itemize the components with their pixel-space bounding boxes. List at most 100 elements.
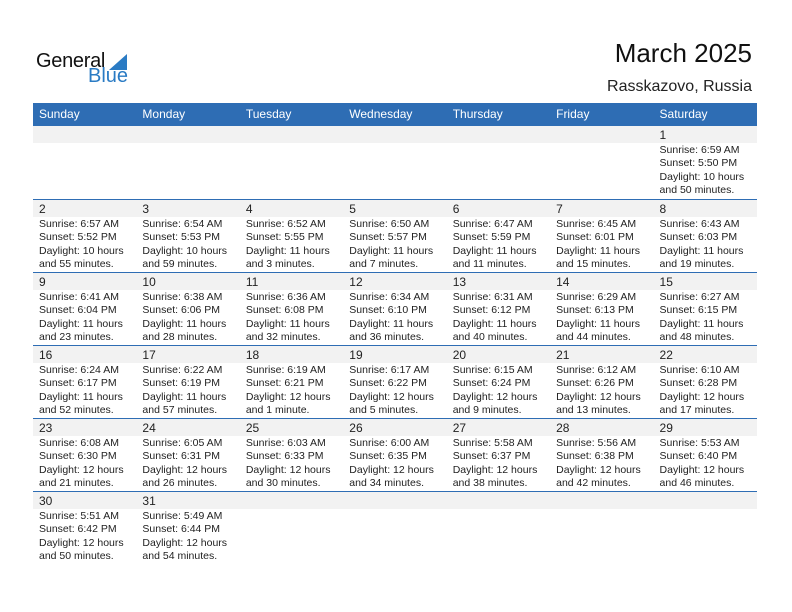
day-cell: 4 Sunrise: 6:52 AM Sunset: 5:55 PM Daylight… [239,200,344,272]
sunrise-time: Sunrise: 6:15 AM [452,364,533,376]
logo-text-blue: Blue [88,65,129,87]
date-strip [239,126,344,143]
sunset-time: Sunset: 6:19 PM [142,377,221,390]
sunrise-time: Sunrise: 6:50 AM [349,218,430,230]
sunset-time: Sunset: 6:10 PM [349,304,427,317]
daylight-minutes: and 17 minutes. [659,404,735,417]
daylight-minutes: and 54 minutes. [142,550,218,563]
daylight-hours: Daylight: 12 hours [556,463,641,476]
sunset-time: Sunset: 6:31 PM [142,450,221,463]
calendar-week: 1 Sunrise: 6:59 AM Sunset: 5:50 PM Daylight… [33,126,757,199]
date-number: 22 [659,348,673,362]
day-info: Sunrise: 6:24 AM Sunset: 6:17 PM Daylight:… [33,363,136,418]
sunset-time: Sunset: 6:24 PM [452,377,531,390]
day-info: Sunrise: 6:59 AM Sunset: 5:50 PM Daylight:… [654,143,757,198]
date-number: 23 [39,421,53,435]
day-cell: 14 Sunrise: 6:29 AM Sunset: 6:13 PM Dayligh… [550,273,654,345]
date-number: 28 [556,421,570,435]
day-info: Sunrise: 5:51 AM Sunset: 6:42 PM Daylight:… [33,509,136,564]
day-cell [239,492,344,564]
sunset-time: Sunset: 5:52 PM [39,231,117,244]
daylight-minutes: and 7 minutes. [349,258,419,271]
daylight-hours: Daylight: 11 hours [659,317,744,330]
day-cell: 27 Sunrise: 5:58 AM Sunset: 6:37 PM Dayligh… [446,419,551,491]
date-strip: 1 [653,126,757,143]
date-strip: 18 [239,346,344,363]
date-strip: 28 [550,419,654,436]
day-cell [136,126,240,199]
sunrise-time: Sunrise: 6:38 AM [142,291,223,303]
daylight-hours: Daylight: 11 hours [245,244,330,257]
daylight-minutes: and 5 minutes. [349,404,419,417]
day-cell [653,492,757,564]
date-number: 7 [556,202,563,216]
day-info: Sunrise: 6:41 AM Sunset: 6:04 PM Daylight:… [33,290,136,345]
weekday-sunday: Sunday [39,107,80,121]
date-strip: 3 [136,200,240,217]
sunrise-time: Sunrise: 6:03 AM [245,437,326,449]
calendar-week: 2 Sunrise: 6:57 AM Sunset: 5:52 PM Daylight… [33,199,757,272]
daylight-minutes: and 57 minutes. [142,404,218,417]
daylight-minutes: and 59 minutes. [142,258,218,271]
date-number: 10 [142,275,156,289]
date-number: 3 [142,202,150,216]
day-cell: 11 Sunrise: 6:36 AM Sunset: 6:08 PM Dayligh… [239,273,344,345]
daylight-hours: Daylight: 12 hours [142,463,228,476]
daylight-minutes: and 34 minutes. [349,477,424,490]
date-number: 31 [142,494,156,508]
date-strip: 19 [343,346,447,363]
date-strip: 20 [446,346,551,363]
daylight-hours: Daylight: 11 hours [452,317,537,330]
day-info: Sunrise: 5:53 AM Sunset: 6:40 PM Daylight:… [654,436,757,491]
daylight-minutes: and 46 minutes. [659,477,735,490]
day-info: Sunrise: 6:29 AM Sunset: 6:13 PM Daylight:… [550,290,653,345]
sunrise-time: Sunrise: 6:31 AM [452,291,533,303]
daylight-minutes: and 30 minutes. [245,477,321,490]
date-strip: 4 [239,200,344,217]
day-info: Sunrise: 6:17 AM Sunset: 6:22 PM Daylight:… [343,363,446,418]
day-info: Sunrise: 6:00 AM Sunset: 6:35 PM Daylight:… [343,436,446,491]
day-cell: 31 Sunrise: 5:49 AM Sunset: 6:44 PM Dayligh… [136,492,240,564]
daylight-hours: Daylight: 12 hours [452,390,538,403]
daylight-hours: Daylight: 11 hours [142,317,227,330]
day-cell: 7 Sunrise: 6:45 AM Sunset: 6:01 PM Daylight… [550,200,654,272]
daylight-hours: Daylight: 12 hours [659,390,745,403]
day-info: Sunrise: 6:57 AM Sunset: 5:52 PM Daylight:… [33,217,136,272]
date-strip: 15 [653,273,757,290]
day-cell: 6 Sunrise: 6:47 AM Sunset: 5:59 PM Daylight… [446,200,551,272]
day-info: Sunrise: 6:15 AM Sunset: 6:24 PM Daylight:… [447,363,550,418]
sunset-time: Sunset: 5:55 PM [245,231,324,244]
sunset-time: Sunset: 6:26 PM [556,377,634,390]
date-number: 26 [349,421,363,435]
date-strip: 27 [446,419,551,436]
date-strip: 16 [33,346,137,363]
sunrise-time: Sunrise: 6:36 AM [245,291,326,303]
day-info: Sunrise: 6:50 AM Sunset: 5:57 PM Daylight:… [343,217,446,272]
sunset-time: Sunset: 6:15 PM [659,304,738,317]
date-number: 24 [142,421,156,435]
sunset-time: Sunset: 6:22 PM [349,377,427,390]
sunrise-time: Sunrise: 6:59 AM [659,144,740,156]
daylight-minutes: and 50 minutes. [659,184,735,197]
daylight-hours: Daylight: 12 hours [659,463,745,476]
day-cell [446,126,551,199]
daylight-hours: Daylight: 12 hours [349,463,434,476]
day-cell: 15 Sunrise: 6:27 AM Sunset: 6:15 PM Dayligh… [653,273,757,345]
date-number: 8 [659,202,667,216]
date-strip: 6 [446,200,551,217]
sunset-time: Sunset: 6:33 PM [245,450,324,463]
daylight-hours: Daylight: 11 hours [39,390,123,403]
date-number: 18 [245,348,260,362]
day-info: Sunrise: 6:54 AM Sunset: 5:53 PM Daylight:… [136,217,239,272]
day-cell: 28 Sunrise: 5:56 AM Sunset: 6:38 PM Dayligh… [550,419,654,491]
date-strip: 12 [343,273,447,290]
logo-triangle-icon [109,54,127,70]
date-strip: 31 [136,492,240,509]
sunset-time: Sunset: 5:53 PM [142,231,221,244]
calendar-week: 23 Sunrise: 6:08 AM Sunset: 6:30 PM Dayligh… [33,418,757,491]
weekday-monday: Monday [142,107,186,121]
calendar-week: 30 Sunrise: 5:51 AM Sunset: 6:42 PM Dayligh… [33,491,757,564]
logo: General Blue [36,50,136,90]
date-strip [653,492,757,509]
daylight-hours: Daylight: 11 hours [556,317,640,330]
